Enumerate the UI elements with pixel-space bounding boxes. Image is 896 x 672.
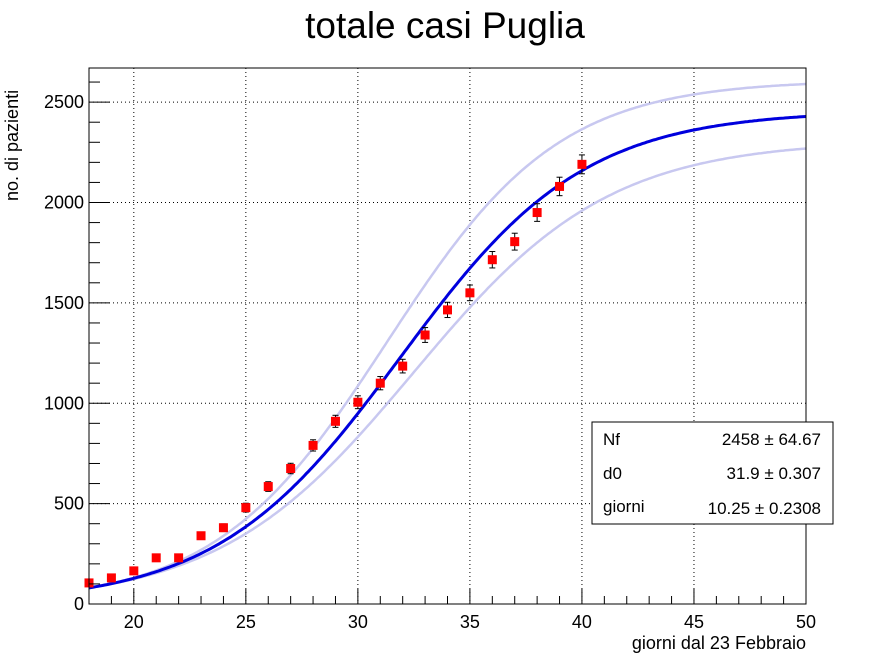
stats-box: Nf 2458 ± 64.67 d0 31.9 ± 0.307 giorni 1…: [591, 421, 834, 525]
stat-value-d0: 31.9 ± 0.307: [727, 464, 821, 483]
stat-value-nf-pm: ±: [764, 430, 773, 449]
data-point-36: [487, 255, 497, 265]
data-point-21: [151, 553, 161, 563]
data-point-35: [465, 288, 475, 298]
x-tick-label-35: 35: [460, 612, 480, 632]
stat-value-nf-error: 64.67: [778, 430, 821, 449]
stat-value-d0-pm: ±: [764, 464, 773, 483]
data-point-37: [510, 237, 520, 247]
y-tick-label-2000: 2000: [44, 193, 84, 213]
data-point-28: [308, 440, 318, 450]
data-point-30: [353, 397, 363, 407]
stat-value-nf-value: 2458: [722, 430, 760, 449]
y-axis-ticks: 0 500 1000 1500 2000 2500: [44, 81, 110, 614]
data-point-34: [443, 305, 452, 315]
data-point-24: [218, 523, 228, 533]
x-tick-label-25: 25: [236, 612, 256, 632]
uncertainty-band-curves: [88, 82, 807, 590]
data-point-19: [106, 573, 116, 583]
data-point-29: [330, 416, 340, 426]
data-point-22: [174, 553, 184, 563]
data-point-32: [398, 361, 408, 371]
stat-value-giorni-value: 10.25: [708, 499, 751, 518]
data-point-23: [196, 531, 206, 541]
x-tick-label-45: 45: [684, 612, 704, 632]
chart-title: totale casi Puglia: [305, 5, 585, 46]
stat-value-giorni-pm: ±: [755, 499, 764, 518]
x-axis-ticks: 20 25 30 35 40 45 50: [88, 589, 816, 632]
fit-curve: [88, 115, 807, 590]
y-tick-label-0: 0: [74, 594, 84, 614]
data-point-31: [375, 378, 385, 388]
x-tick-label-20: 20: [124, 612, 144, 632]
x-axis-title: giorni dal 23 Febbraio: [632, 633, 806, 653]
stat-value-d0-value: 31.9: [727, 464, 760, 483]
stat-value-d0-error: 0.307: [778, 464, 821, 483]
fit-curve-group: [88, 115, 807, 590]
band-upper-curve: [88, 82, 807, 590]
data-point-38: [532, 208, 542, 218]
data-point-26: [263, 482, 273, 492]
y-tick-label-1000: 1000: [44, 393, 84, 413]
stat-value-nf: 2458 ± 64.67: [722, 430, 821, 449]
stat-name-nf: Nf: [603, 430, 620, 449]
stat-value-giorni: 10.25 ± 0.2308: [708, 499, 821, 518]
grid: [89, 68, 806, 604]
data-point-40: [577, 159, 587, 169]
band-lower-curve: [88, 147, 807, 590]
data-point-27: [286, 463, 296, 473]
stat-value-giorni-error: 0.2308: [769, 499, 821, 518]
data-point-39: [555, 181, 565, 191]
y-tick-label-1500: 1500: [44, 293, 84, 313]
y-tick-label-2500: 2500: [44, 92, 84, 112]
x-tick-label-50: 50: [796, 612, 816, 632]
data-point-33: [420, 330, 430, 340]
stat-name-giorni: giorni: [603, 497, 645, 516]
y-axis-title: no. di pazienti: [2, 90, 22, 201]
x-tick-label-30: 30: [348, 612, 368, 632]
stat-name-d0: d0: [603, 464, 622, 483]
data-point-20: [129, 566, 139, 576]
x-tick-label-40: 40: [572, 612, 592, 632]
data-point-25: [241, 503, 251, 513]
y-tick-label-500: 500: [54, 494, 84, 514]
stats-box-frame: [591, 421, 834, 525]
